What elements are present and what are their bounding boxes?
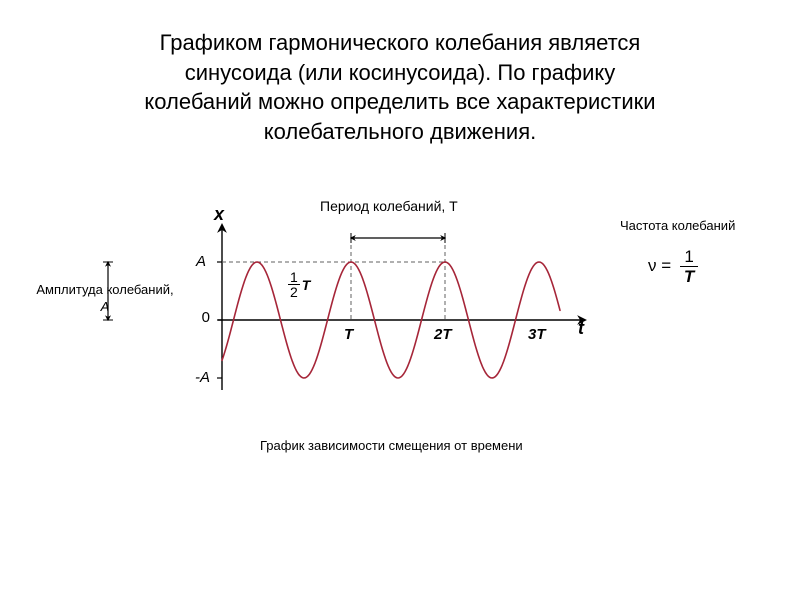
half-t: T [302,278,311,292]
amplitude-label-line1: Амплитуда колебаний, [36,282,173,297]
y-tick-neg-a: -A [195,369,210,386]
frequency-formula: ν = 1 T [648,248,698,285]
x-axis-label: t [578,318,584,339]
freq-num: 1 [680,248,698,267]
page: Графиком гармонического колебания являет… [0,0,800,600]
y-axis-label: x [214,204,224,225]
period-label-text: Период колебаний, T [320,198,458,214]
equals-symbol: = [661,256,676,275]
y-tick-a: A [196,253,206,270]
x-tick-3t: 3T [528,326,546,343]
x-tick-t: T [344,326,353,343]
heading-line: колебаний можно определить все характери… [144,89,655,114]
chart-svg [0,190,800,570]
nu-symbol: ν [648,256,657,275]
half-fraction: 1 2 [288,270,300,299]
half-den: 2 [288,285,300,299]
amplitude-label: Амплитуда колебаний, A [30,282,180,316]
freq-den: T [680,267,698,285]
frequency-title: Частота колебаний [620,218,735,233]
page-title: Графиком гармонического колебания являет… [50,28,750,147]
x-tick-2t: 2T [434,326,452,343]
heading-line: колебательного движения. [264,119,536,144]
half-period-label: 1 2 T [288,270,310,299]
frequency-fraction: 1 T [680,248,698,285]
oscillation-chart: x t A 0 -A T 2T 3T Период колебаний, T 1… [0,190,800,570]
period-label: Период колебаний, T [320,198,458,214]
half-num: 1 [288,270,300,285]
heading-line: Графиком гармонического колебания являет… [160,30,641,55]
y-tick-zero: 0 [202,309,210,326]
heading-line: синусоида (или косинусоида). По графику [185,60,616,85]
amplitude-label-line2: A [101,299,110,314]
chart-caption: График зависимости смещения от времени [260,438,523,453]
